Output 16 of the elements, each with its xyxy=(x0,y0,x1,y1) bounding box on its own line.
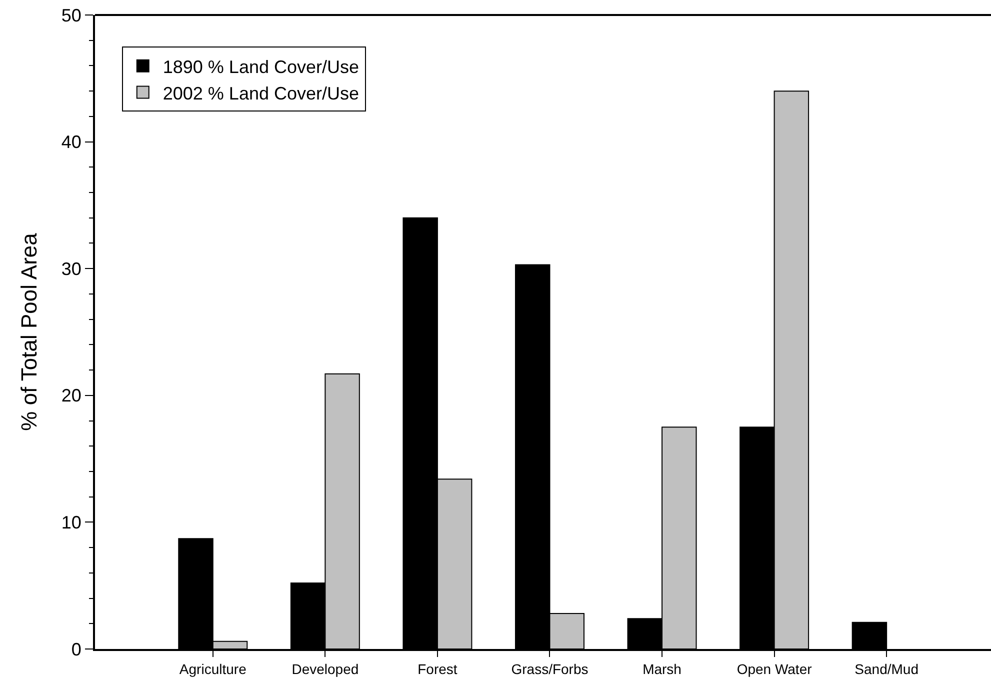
y-tick-label: 30 xyxy=(61,258,82,279)
x-tick-label: Agriculture xyxy=(179,660,247,677)
y-tick-label: 10 xyxy=(61,512,82,532)
legend-label: 1890 % Land Cover/Use xyxy=(162,56,360,77)
legend-label: 2002 % Land Cover/Use xyxy=(162,83,360,104)
x-tick-label: Developed xyxy=(292,660,359,677)
x-tick-label: Sand/Mud xyxy=(854,660,918,677)
y-tick-label: 0 xyxy=(71,639,82,660)
x-tick-label: Grass/Forbs xyxy=(511,660,588,677)
y-tick-label: 50 xyxy=(61,5,82,26)
x-tick-label: Forest xyxy=(418,660,458,677)
x-tick-label: Open Water xyxy=(736,660,812,677)
y-axis-title: % of Total Pool Area xyxy=(16,232,42,431)
y-tick-label: 20 xyxy=(61,386,82,406)
y-tick-label: 40 xyxy=(61,132,82,152)
x-tick-label: Marsh xyxy=(642,660,682,677)
